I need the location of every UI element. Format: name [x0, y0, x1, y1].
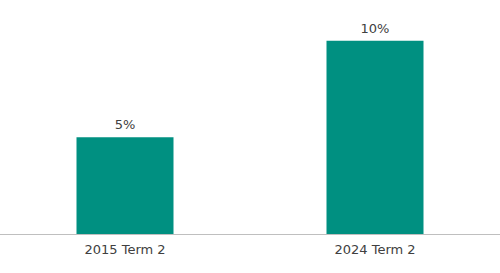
svg-text:5%: 5% — [115, 117, 136, 132]
svg-text:2024 Term 2: 2024 Term 2 — [334, 242, 415, 257]
svg-text:10%: 10% — [361, 21, 390, 36]
svg-text:2015 Term 2: 2015 Term 2 — [84, 242, 165, 257]
